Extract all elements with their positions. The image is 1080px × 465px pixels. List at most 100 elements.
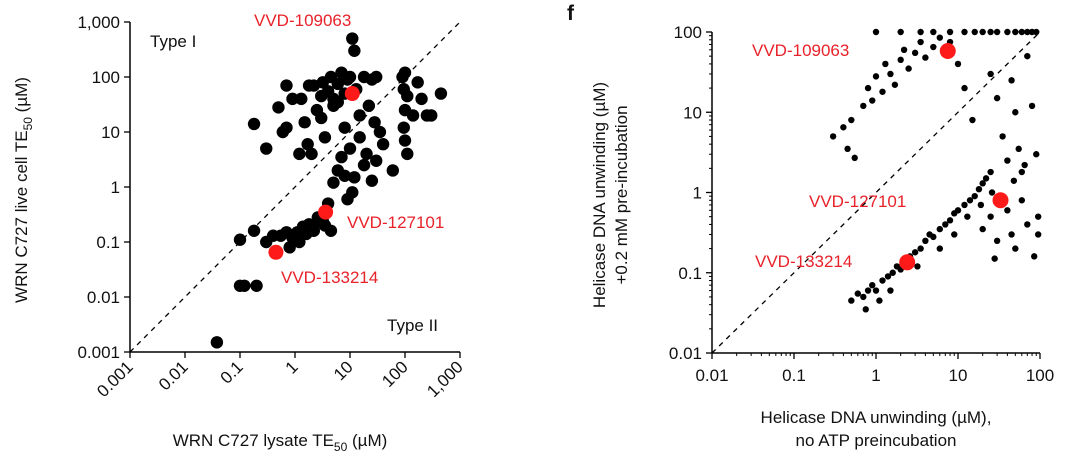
data-point [298,116,311,129]
right-callout-vvd-133214: VVD-133214 [755,252,852,271]
data-point [961,84,968,92]
highlighted-point [268,244,284,260]
data-point [879,277,886,284]
x-tick-label: 100 [378,357,411,390]
right-callout-vvd-109063: VVD-109063 [752,41,849,60]
y-tick-label: 0.01 [87,288,120,307]
data-point [1024,28,1031,36]
data-point [869,97,876,104]
data-point [891,81,899,88]
data-point [844,145,851,153]
data-point [872,28,880,36]
data-point [917,245,924,252]
data-point [1012,245,1019,252]
data-point [411,76,424,89]
data-point [373,125,387,139]
left-y-ticks: 0.001 0.01 0.1 1 10 100 1,000 [77,13,130,362]
data-point [882,60,889,68]
data-point [854,290,862,297]
data-point [370,154,383,167]
data-point [1004,207,1011,214]
callout-vvd-109063: VVD-109063 [254,11,351,30]
data-point [406,109,420,122]
data-point [946,217,954,224]
y-tick-label: 100 [674,23,702,42]
data-point [961,28,968,36]
data-point [1018,28,1026,36]
data-point [917,38,924,46]
y-tick-label: 100 [92,68,120,87]
data-point [869,281,876,289]
data-point [295,92,308,106]
data-point [993,94,1001,102]
data-point [979,28,986,36]
data-point [1034,231,1042,238]
highlighted-point [318,204,334,220]
data-point [930,233,937,241]
data-point [860,102,867,110]
y-tick-label: 0.01 [669,344,702,363]
type-ii-label: Type II [387,316,438,335]
left-points [210,32,448,349]
data-point [401,89,414,103]
data-point [343,142,357,155]
data-point [987,28,994,36]
data-point [1008,231,1015,238]
right-points [829,28,1042,313]
y-tick-label: 1,000 [77,13,120,32]
data-point [346,186,359,199]
data-point [936,245,944,252]
data-point [900,46,908,54]
data-point [272,101,285,114]
callout-vvd-133214: VVD-133214 [281,268,378,287]
data-point [335,150,348,164]
data-point [346,32,359,45]
left-highlights [268,86,360,260]
data-point [1010,177,1018,184]
data-point [954,60,962,68]
data-point [357,158,371,172]
right-diagonal [711,31,1041,354]
data-point [946,28,954,36]
highlighted-point [939,42,956,59]
right-x-ticks: 0.01 0.1 1 10 100 [695,353,1054,385]
y-tick-label: 0.1 [96,233,120,252]
data-point [884,273,892,280]
data-point [293,235,306,249]
highlighted-point [344,86,360,102]
y-tick-label: 10 [101,123,120,142]
data-point [238,279,251,292]
right-y-axis-title-line1: Helicase DNA unwinding (µM) [590,82,609,308]
data-point [338,169,351,182]
left-y-axis-title-unit: (µM) [12,77,31,117]
data-point [897,56,904,64]
data-point [961,201,968,209]
data-point [353,109,366,122]
type-i-label: Type I [150,32,196,51]
data-point [1012,109,1019,116]
data-point [864,84,872,92]
data-point [376,138,390,151]
data-point [969,116,976,124]
data-point [905,65,912,72]
data-point [401,147,414,161]
data-point [971,28,978,36]
data-point [415,92,428,106]
y-tick-label: 0.001 [77,343,120,362]
data-point [872,287,880,294]
data-point [951,231,958,238]
data-point [1021,161,1028,169]
data-point [1018,197,1026,204]
right-highlights [899,42,1009,271]
data-point [862,306,869,313]
y-tick-label: 10 [683,103,702,122]
data-point [879,88,886,95]
highlighted-point [992,192,1009,209]
data-point [327,176,340,189]
data-point [260,142,273,155]
data-point [1033,151,1040,158]
data-point [887,70,894,78]
data-point [348,171,361,184]
data-point [971,192,978,200]
y-tick-label: 1 [111,178,120,197]
